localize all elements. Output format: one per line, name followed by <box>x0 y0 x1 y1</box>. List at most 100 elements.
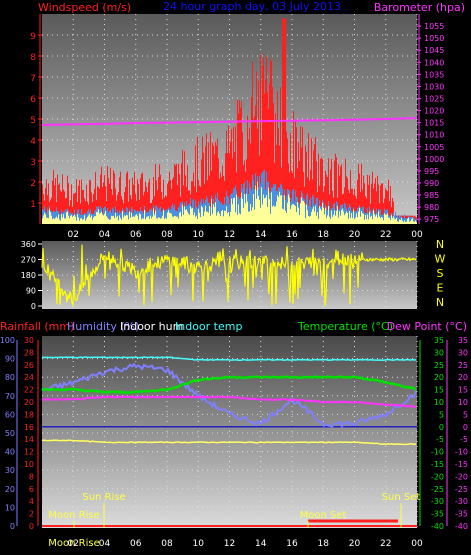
indoor-hum-label: Indoor hum <box>120 320 183 333</box>
direction-tick-label: 0 <box>31 302 36 311</box>
rain-tick-label: 12 <box>24 448 34 457</box>
temperature-tick-label: 30 <box>434 348 444 357</box>
barometer-tick-label: 980 <box>424 203 439 212</box>
humidity-tick-label: 40 <box>5 448 15 457</box>
rain-tick-label: 14 <box>24 435 34 444</box>
moon-rise-label: Moon Rise <box>48 510 99 521</box>
dewpoint-line <box>41 395 417 408</box>
wind-axis-ticks: 1 2 3 4 5 6 7 8 9 <box>30 14 42 224</box>
wind-tick-label: 2 <box>30 179 36 189</box>
barometer-tick-label: 1055 <box>424 22 444 31</box>
rain-tick-label: 8 <box>29 472 34 481</box>
humidity-tick-label: 100 <box>0 336 15 345</box>
humidity-tick-label: 30 <box>5 466 15 475</box>
temperature-tick-label: -15 <box>431 460 444 469</box>
x-tick-label: 06 <box>130 539 142 549</box>
direction-axis-ticks: 0 90 180 270 360 <box>21 240 42 311</box>
barometer-tick-label: 1005 <box>424 143 444 152</box>
temperature-axis-ticks: -40 -40 -35 -35 -30 -30 -25 -25 -20 -20 -15 -15 -10 -… <box>419 336 468 531</box>
barometer-line <box>42 117 418 126</box>
rain-tick-label: 22 <box>24 386 34 395</box>
x-tick-label: 14 <box>255 230 267 240</box>
dewpoint-label: Dew Point (°C) <box>387 320 467 333</box>
temperature-label: Temperature (°C) <box>297 320 393 333</box>
rain-tick-label: 0 <box>29 522 34 531</box>
compass-label: W <box>435 253 446 266</box>
humidity-tick-label: 70 <box>5 392 15 401</box>
dewpoint-tick-label: -10 <box>455 448 468 457</box>
x-tick-label: 04 <box>99 230 111 240</box>
x-tick-label: 16 <box>286 539 298 549</box>
temp-humidity-series <box>41 356 417 528</box>
temperature-tick-label: 25 <box>434 361 444 370</box>
x-tick-label: 10 <box>193 230 205 240</box>
wind-direction-trace <box>41 244 417 307</box>
rain-tick-label: 30 <box>24 336 34 345</box>
x-axis-ticks-top: 02 04 06 08 10 12 14 16 18 20 22 00 <box>68 230 423 240</box>
x-axis-ticks-bottom: 02 04 06 08 10 12 14 16 18 20 22 00 <box>68 539 423 549</box>
x-tick-label: 14 <box>255 539 267 549</box>
temperature-tick-label: 0 <box>439 423 444 432</box>
temperature-tick-label: -5 <box>436 435 444 444</box>
dewpoint-tick-label: 20 <box>458 373 468 382</box>
x-tick-label: 08 <box>161 230 173 240</box>
rain-tick-label: 6 <box>29 485 34 494</box>
x-tick-label: 08 <box>161 539 173 549</box>
chart-title: 24 hour graph day, 03 July 2013 <box>163 0 341 13</box>
indoor-temp-label: Indoor temp <box>175 320 242 333</box>
humidity-tick-label: 20 <box>5 485 15 494</box>
x-tick-label: 20 <box>349 230 361 240</box>
barometer-tick-label: 1010 <box>424 131 444 140</box>
rain-tick-label: 18 <box>24 410 34 419</box>
compass-label: N <box>436 296 444 309</box>
x-tick-label: 12 <box>224 539 235 549</box>
windspeed-label: Windspeed (m/s) <box>38 1 131 14</box>
dewpoint-tick-label: 30 <box>458 348 468 357</box>
rainfall-label: Rainfall (mm) <box>0 320 74 333</box>
indoor-hum-line <box>41 439 417 446</box>
compass-label: S <box>437 267 444 280</box>
x-tick-label: 22 <box>380 230 391 240</box>
rain-tick-label: 2 <box>29 510 34 519</box>
barometer-tick-label: 995 <box>424 167 439 176</box>
barometer-tick-label: 1045 <box>424 46 444 55</box>
dewpoint-tick-label: 0 <box>463 423 468 432</box>
x-tick-label: 12 <box>224 230 235 240</box>
barometer-tick-label: 990 <box>424 179 439 188</box>
direction-tick-label: 180 <box>21 271 36 280</box>
temp-panel-grid <box>42 336 418 528</box>
rain-tick-label: 16 <box>24 423 34 432</box>
temperature-tick-label: 10 <box>434 398 444 407</box>
x-tick-label: 00 <box>411 539 423 549</box>
barometer-tick-label: 975 <box>424 215 439 224</box>
humidity-tick-label: 90 <box>5 355 15 364</box>
rain-tick-label: 20 <box>24 398 34 407</box>
dewpoint-tick-label: -5 <box>460 435 468 444</box>
dewpoint-tick-label: -30 <box>455 497 468 506</box>
wind-tick-label: 1 <box>30 200 36 210</box>
temperature-tick-label: -25 <box>431 485 444 494</box>
dewpoint-tick-label: 35 <box>458 336 468 345</box>
x-tick-label: 10 <box>193 539 205 549</box>
indoor-temp-line <box>41 356 416 361</box>
direction-tick-label: 90 <box>26 287 36 296</box>
wind-tick-label: 8 <box>30 53 36 63</box>
x-tick-label: 20 <box>349 539 361 549</box>
rain-tick-label: 24 <box>24 373 34 382</box>
x-tick-label: 02 <box>68 230 79 240</box>
rain-tick-label: 26 <box>24 361 34 370</box>
temperature-tick-label: 15 <box>434 386 444 395</box>
x-tick-label: 04 <box>99 539 111 549</box>
dewpoint-tick-label: -20 <box>455 472 468 481</box>
dewpoint-tick-label: 25 <box>458 361 468 370</box>
compass-label: N <box>436 238 444 251</box>
moon-rise-axis-label: Moon Rise <box>48 538 99 549</box>
direction-tick-label: 270 <box>21 256 36 265</box>
barometer-tick-label: 1030 <box>424 82 444 91</box>
dewpoint-tick-label: -40 <box>455 522 468 531</box>
moon-set-label: Moon Set <box>300 510 347 521</box>
humidity-tick-label: 80 <box>5 373 15 382</box>
